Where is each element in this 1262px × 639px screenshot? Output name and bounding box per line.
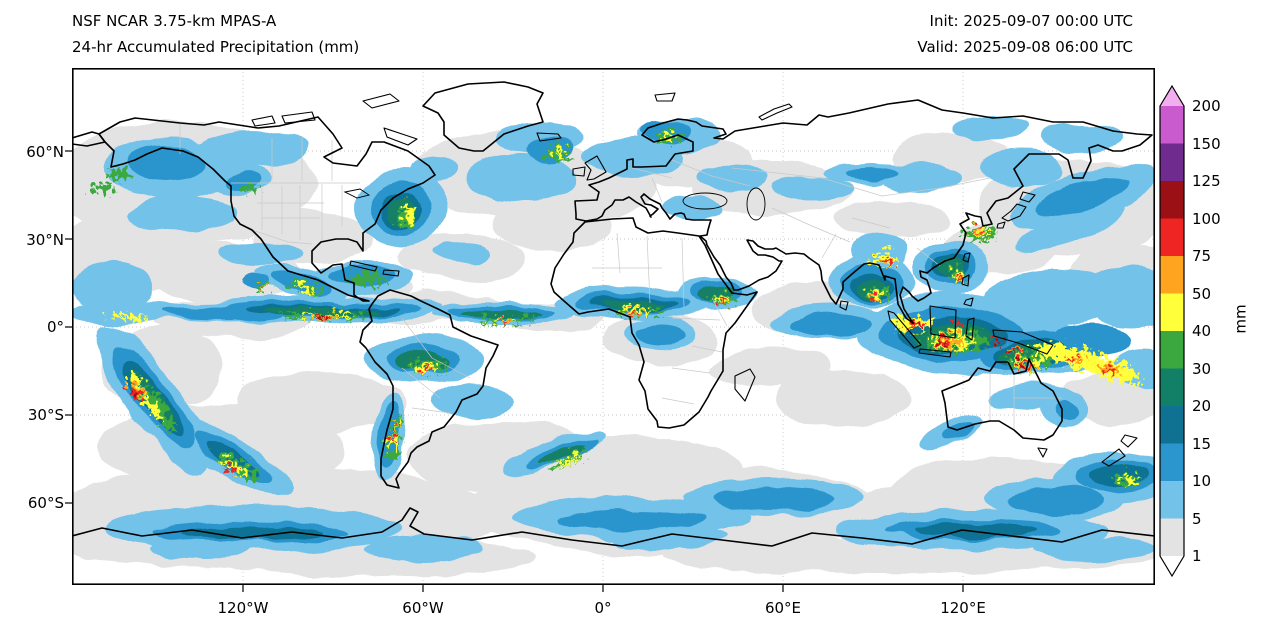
colorbar-tick-label: 40: [1192, 322, 1212, 340]
colorbar-tick-label: 30: [1192, 359, 1212, 378]
coast-north-america: [98, 116, 436, 302]
map-frame: [72, 68, 1156, 586]
lon-tick-label: 60°E: [764, 599, 802, 617]
colorbar-tick-label: 20: [1192, 397, 1212, 415]
lon-tick-label: 120°W: [217, 599, 269, 617]
colorbar-tick-label: 150: [1192, 134, 1221, 153]
great-lakes: [343, 188, 371, 199]
black-sea: [682, 192, 728, 210]
colorbar-tick-label: 50: [1192, 284, 1212, 303]
init-time: Init: 2025-09-07 00:00 UTC: [929, 12, 1133, 30]
colorbar-tick-label: 100: [1192, 209, 1221, 228]
colorbar-tick-label: 200: [1192, 97, 1221, 115]
caspian-sea: [746, 187, 766, 221]
figure-title-block: NSF NCAR 3.75-km MPAS-A 24-hr Accumulate…: [72, 8, 359, 60]
valid-time: Valid: 2025-09-08 06:00 UTC: [917, 38, 1133, 56]
precipitation-colorbar: [1159, 84, 1185, 578]
lat-tick-label: 0°: [46, 318, 64, 336]
model-name: NSF NCAR 3.75-km MPAS-A: [72, 12, 277, 30]
coast-chukotka: [72, 131, 106, 147]
coast-australia: [941, 358, 1063, 441]
lat-tick-label: 30°N: [26, 231, 64, 249]
colorbar-tick-label: 75: [1192, 247, 1212, 265]
precip-heavy-layers: [87, 126, 1136, 480]
coast-eurasia: [574, 99, 1153, 324]
lon-tick-label: 120°E: [940, 599, 986, 617]
coast-africa: [550, 217, 758, 429]
colorbar-tick-label: 1: [1192, 547, 1202, 565]
coast-south-america: [359, 289, 499, 489]
coast-greenland: [422, 81, 544, 152]
figure-time-block: Init: 2025-09-07 00:00 UTC Valid: 2025-0…: [917, 8, 1133, 60]
lon-tick-label: 60°W: [402, 599, 444, 617]
coast-islands: [251, 92, 1138, 467]
lat-tick-label: 60°S: [27, 494, 64, 512]
product-name: 24-hr Accumulated Precipitation (mm): [72, 38, 360, 56]
lon-tick-label: 0°: [594, 599, 612, 617]
colorbar-tick-label: 5: [1192, 509, 1202, 528]
world-precipitation-map: [65, 68, 1156, 592]
country-borders: [179, 123, 1062, 430]
colorbar-tick-label: 15: [1192, 434, 1212, 453]
colorbar-unit-label: mm: [1231, 304, 1250, 334]
colorbar-tick-label: 125: [1192, 172, 1221, 190]
lat-tick-label: 60°N: [26, 143, 64, 161]
coast-antarctica: [72, 507, 1155, 547]
axis-tick-marks: [65, 150, 964, 592]
coastlines: [72, 81, 1155, 547]
lat-tick-label: 30°S: [27, 406, 64, 424]
colorbar-tick-label: 10: [1192, 472, 1212, 490]
